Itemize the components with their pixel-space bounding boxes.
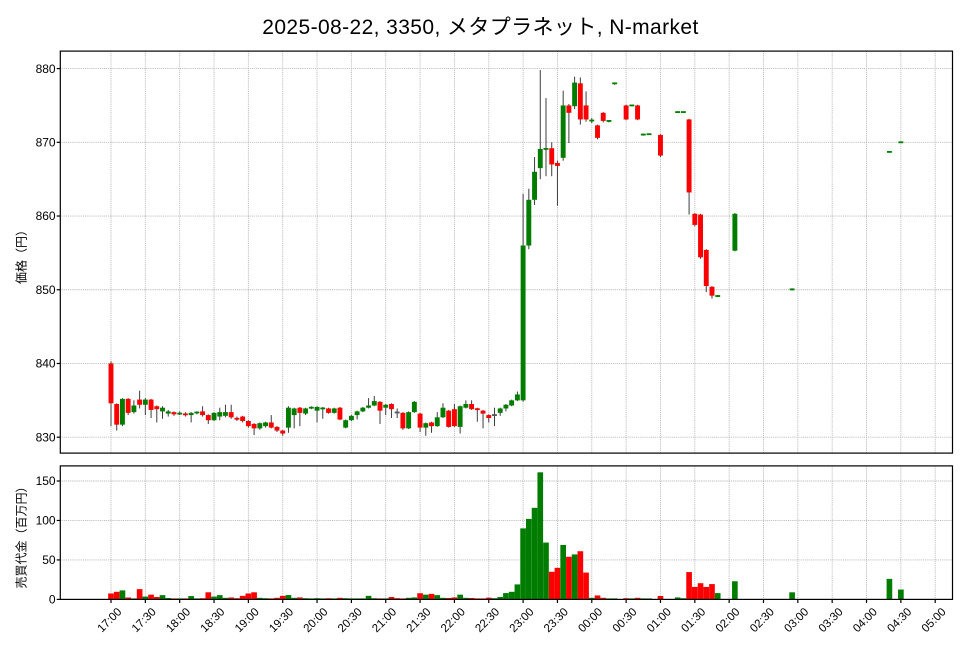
svg-text:840: 840 <box>36 357 56 371</box>
svg-text:価格（円）: 価格（円） <box>13 224 28 284</box>
svg-text:850: 850 <box>36 283 56 297</box>
svg-text:売買代金（百万円）: 売買代金（百万円） <box>13 480 28 588</box>
svg-text:860: 860 <box>36 209 56 223</box>
svg-text:870: 870 <box>36 136 56 150</box>
svg-text:880: 880 <box>36 62 56 76</box>
svg-text:2025-08-22, 3350, メタプラネット, N-m: 2025-08-22, 3350, メタプラネット, N-market <box>262 16 698 39</box>
svg-text:150: 150 <box>36 474 56 488</box>
svg-text:0: 0 <box>49 593 56 607</box>
svg-text:100: 100 <box>36 514 56 528</box>
svg-text:50: 50 <box>42 553 56 567</box>
svg-text:830: 830 <box>36 430 56 444</box>
